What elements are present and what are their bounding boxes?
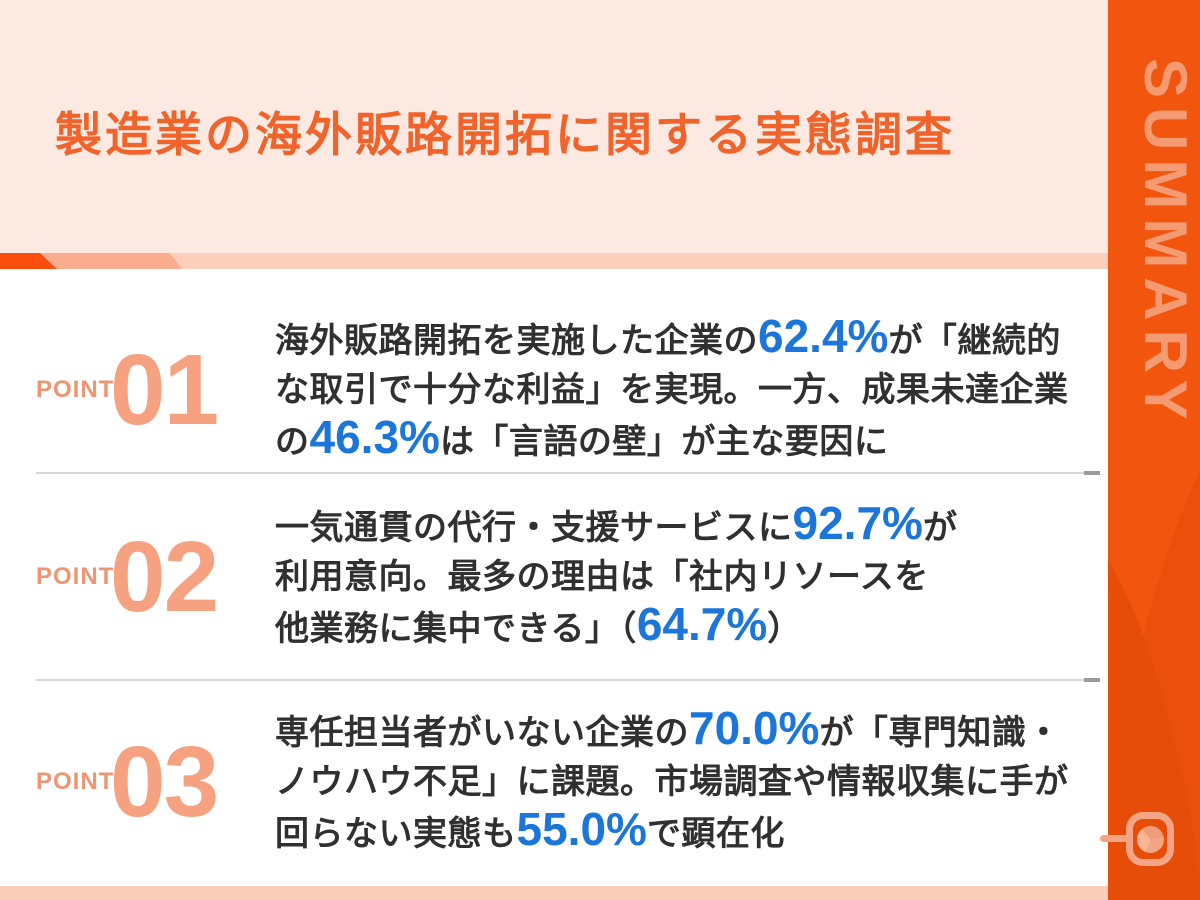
band-dark-segment [0,253,57,269]
text-segment: な取引で十分な利益」を実現。一方、成果未達企業 [275,370,1069,409]
point-label: POINT [36,768,115,795]
stat-value: 55.0% [516,803,647,856]
text-segment: が [922,509,958,548]
decorative-band [0,253,1108,269]
stat-value: 62.4% [758,310,889,363]
stat-value: 92.7% [792,497,923,550]
text-segment: が「継続的 [888,322,1061,361]
sidebar-swoosh-decoration [1108,470,1200,900]
logo-connector-line [1100,835,1132,842]
point-text: 一気通貫の代行・支援サービスに92.7%が利用意向。最多の理由は「社内リソースを… [275,500,1075,654]
header-banner: 製造業の海外販路開拓に関する実態調査 [0,0,1108,253]
point-row-02: POINT 02 一気通貫の代行・支援サービスに92.7%が利用意向。最多の理由… [36,497,1075,657]
text-segment: で顕在化 [646,815,785,854]
point-number: 01 [110,334,219,446]
text-segment: は「言語の壁」が主な要因に [439,423,889,462]
page-title: 製造業の海外販路開拓に関する実態調査 [55,108,955,161]
text-segment: 専任担当者がいない企業の [275,714,689,753]
logo-inner-circle [1136,825,1164,853]
summary-sidebar: SUMMARY [1108,0,1200,900]
section-divider [36,678,1100,682]
point-label: POINT [36,376,115,403]
stat-value: 64.7% [636,598,768,651]
point-row-03: POINT 03 専任担当者がいない企業の70.0%が「専門知識・ノウハウ不足」… [36,704,1075,860]
text-segment: 回らない実態も [275,815,517,854]
text-segment: ） [767,610,802,649]
text-segment: 他業務に集中できる」（ [275,610,637,649]
text-segment: 海外販路開拓を実施した企業の [275,322,758,361]
logo-squircle-outline [1126,812,1174,866]
section-divider [36,471,1100,475]
footer-strip [0,886,1108,900]
point-number: 02 [110,521,219,633]
text-segment: 一気通貫の代行・支援サービスに [275,509,793,548]
point-row-01: POINT 01 海外販路開拓を実施した企業の62.4%が「継続的な取引で十分な… [36,313,1075,467]
point-number: 03 [110,726,219,838]
stat-value: 70.0% [689,702,820,755]
text-segment: ノウハウ不足」に課題。市場調査や情報収集に手が [275,762,1069,801]
text-segment: の [275,423,310,462]
point-label: POINT [36,563,115,590]
summary-vertical-label: SUMMARY [1132,58,1199,429]
text-segment: が「専門知識・ [819,714,1061,753]
text-segment: 利用意向。最多の理由は「社内リソースを [275,557,929,596]
point-text: 海外販路開拓を実施した企業の62.4%が「継続的な取引で十分な利益」を実現。一方… [275,313,1075,467]
point-text: 専任担当者がいない企業の70.0%が「専門知識・ノウハウ不足」に課題。市場調査や… [275,705,1075,859]
stat-value: 46.3% [309,411,440,464]
